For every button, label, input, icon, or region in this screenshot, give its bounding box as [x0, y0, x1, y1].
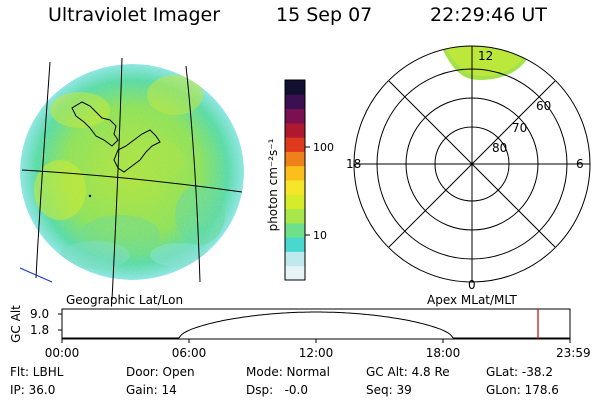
- colorbar-segment: [285, 151, 305, 167]
- colorbar-segment: [285, 165, 305, 181]
- orbit-xtick-label: 00:00: [45, 346, 80, 360]
- info-gain: Gain: 14: [126, 383, 177, 397]
- geographic-panel-label: Geographic Lat/Lon: [66, 293, 183, 307]
- colorbar-frame: [284, 79, 306, 281]
- colorbar-segment: [285, 122, 305, 138]
- coastline-north-island: [71, 101, 119, 147]
- orbit-ymax-label: 9.0: [30, 307, 49, 321]
- geographic-image-panel: [19, 57, 244, 301]
- lat-label-70: 70: [512, 121, 527, 135]
- colorbar: 100 10 photon cm⁻²s⁻¹: [266, 79, 334, 281]
- colorbar-segment: [285, 108, 305, 124]
- colorbar-tick-10: 10: [313, 229, 327, 242]
- limb-segment: [19, 267, 53, 283]
- orbit-plot-frame: [61, 308, 571, 340]
- colorbar-segment: [285, 237, 305, 252]
- mlt-label-6: 6: [576, 157, 584, 171]
- mlt-label-12: 12: [478, 49, 493, 63]
- latitude-line: [21, 169, 243, 193]
- longitude-line-center: [111, 57, 123, 301]
- orbit-xtick-label: 06:00: [172, 346, 207, 360]
- colorbar-segment: [285, 94, 305, 110]
- orbit-altitude-plot: 9.0 1.8 GC Alt 00:00 06:00 12:00 18:00 23:59: [9, 305, 591, 360]
- lat-label-60: 60: [536, 99, 551, 113]
- info-dsp: Dsp: -0.0: [246, 383, 309, 397]
- date-title: 15 Sep 07: [276, 4, 373, 26]
- info-glat: GLat: -38.2: [486, 365, 553, 379]
- instrument-title: Ultraviolet Imager: [48, 4, 221, 26]
- colorbar-tick-100: 100: [313, 141, 334, 154]
- altitude-curve: [62, 311, 570, 339]
- lat-label-80: 80: [492, 141, 507, 155]
- colorbar-segment: [285, 80, 305, 95]
- colorbar-segment: [285, 137, 305, 152]
- time-title: 22:29:46 UT: [430, 4, 547, 26]
- colorbar-segment: [285, 194, 305, 210]
- mlt-label-0: 0: [468, 278, 476, 292]
- longitude-line-west: [35, 61, 51, 279]
- orbit-xtick-label: 12:00: [299, 346, 334, 360]
- info-seq: Seq: 39: [366, 383, 412, 397]
- orbit-ymin-label: 1.8: [30, 323, 49, 337]
- colorbar-segment: [285, 208, 305, 224]
- orbit-xtick-label: 18:00: [426, 346, 461, 360]
- island-dot: [88, 194, 92, 198]
- mlt-label-18: 18: [346, 157, 361, 171]
- info-filter: Flt: LBHL: [10, 365, 64, 379]
- colorbar-unit-label: photon cm⁻²s⁻¹: [266, 138, 280, 231]
- polar-diagonal-2: [388, 80, 556, 248]
- colorbar-segment: [285, 180, 305, 195]
- info-glon: GLon: 178.6: [486, 383, 559, 397]
- colorbar-segment: [285, 251, 305, 267]
- info-ip: IP: 36.0: [10, 383, 56, 397]
- longitude-line-east: [185, 65, 201, 283]
- orbit-ylabel: GC Alt: [9, 305, 23, 343]
- colorbar-segment: [285, 265, 305, 281]
- info-door: Door: Open: [126, 365, 195, 379]
- apex-panel-label: Apex MLat/MLT: [427, 293, 517, 307]
- info-gc-alt: GC Alt: 4.8 Re: [366, 365, 450, 379]
- orbit-xtick-label: 23:59: [556, 346, 591, 360]
- info-mode: Mode: Normal: [246, 365, 330, 379]
- colorbar-segment: [285, 222, 305, 238]
- apex-polar-panel: 12 18 6 0 60 70 80: [346, 45, 591, 292]
- coastline-south-island: [113, 129, 161, 173]
